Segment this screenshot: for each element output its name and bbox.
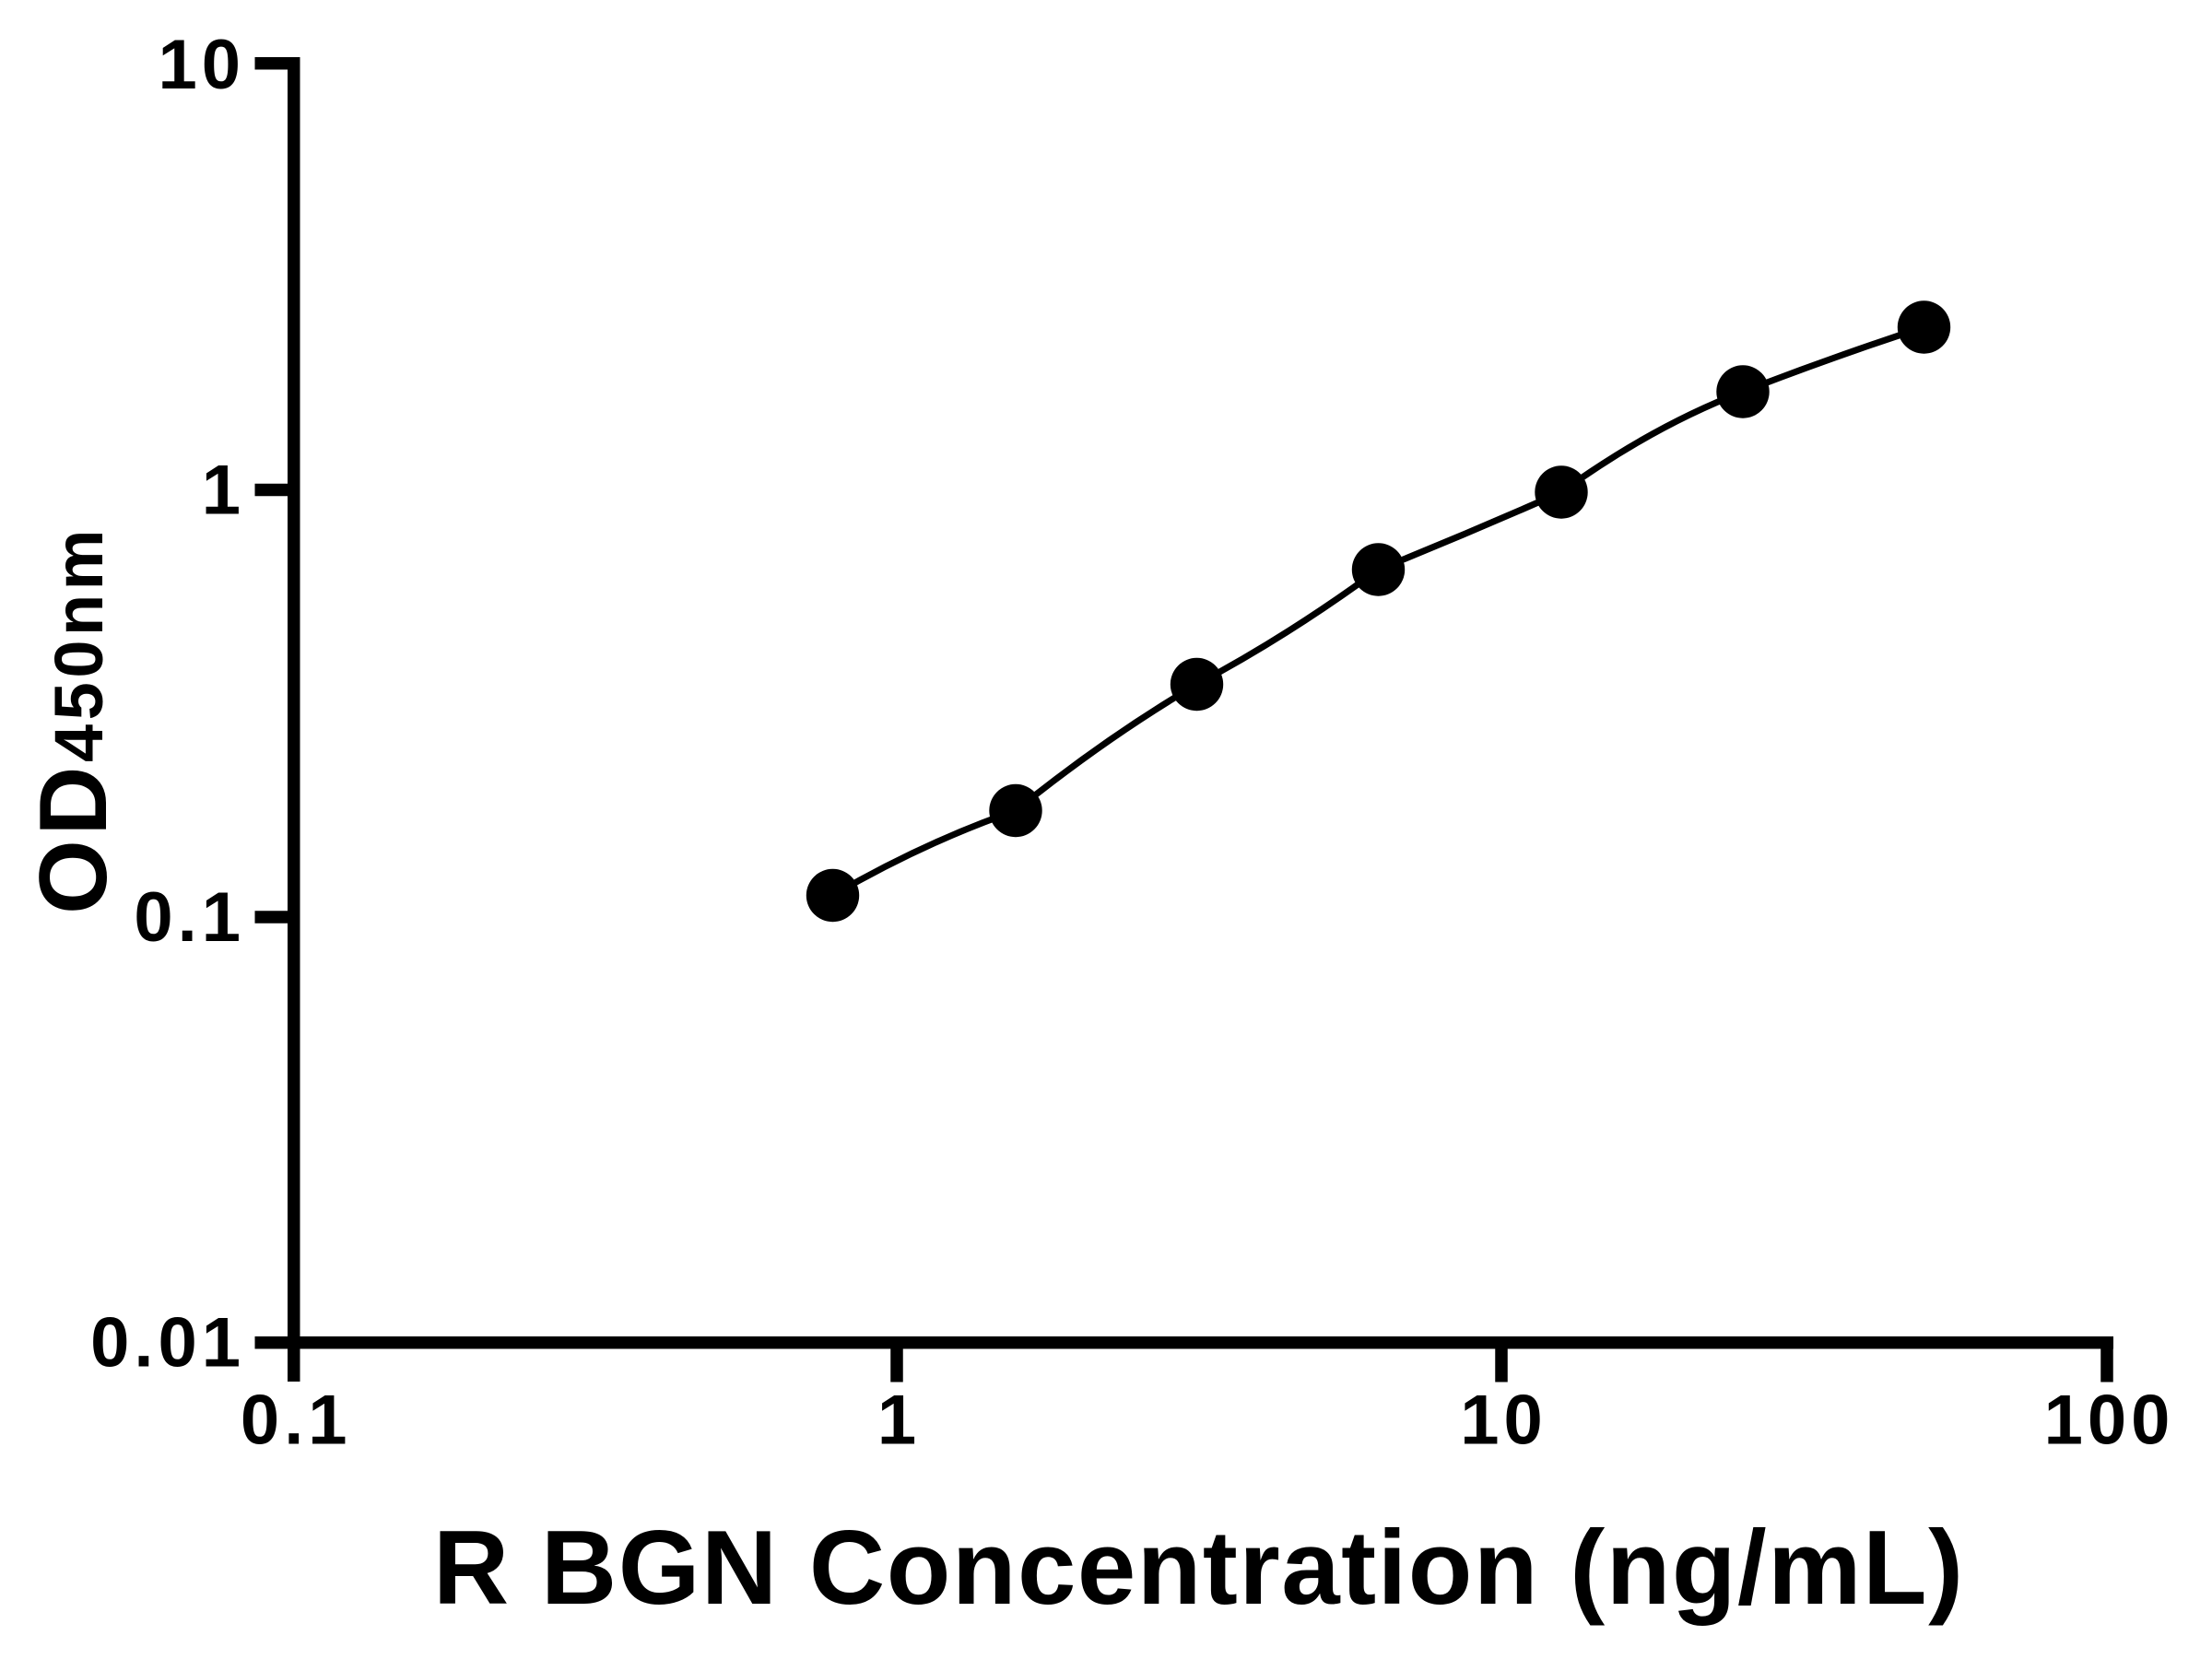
- svg-text:10: 10: [158, 26, 245, 104]
- svg-text:1: 1: [202, 452, 245, 530]
- svg-text:R BGN Concentration (ng/mL): R BGN Concentration (ng/mL): [433, 1510, 1965, 1627]
- svg-text:0.1: 0.1: [241, 1382, 352, 1460]
- svg-text:0.1: 0.1: [134, 878, 245, 957]
- svg-text:0.01: 0.01: [90, 1304, 245, 1382]
- svg-text:1: 1: [877, 1382, 921, 1460]
- svg-text:10: 10: [1460, 1382, 1547, 1460]
- svg-text:OD450nm: OD450nm: [20, 525, 127, 914]
- svg-text:100: 100: [2044, 1382, 2175, 1460]
